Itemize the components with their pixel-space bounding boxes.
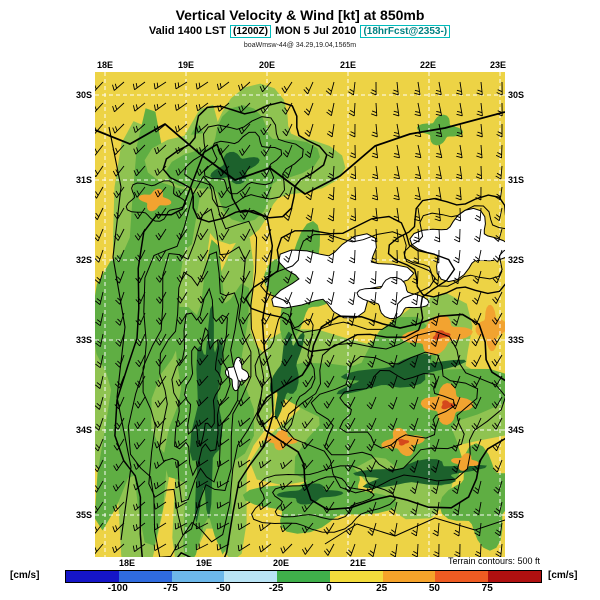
velocity-fill-layer xyxy=(95,72,505,557)
axis-tick-right: 34S xyxy=(508,425,525,435)
axis-tick-bottom: 20E xyxy=(272,558,290,568)
wind-barb-layer xyxy=(95,81,503,557)
colorbar-segment xyxy=(66,571,119,582)
axis-tick-top: 21E xyxy=(339,60,357,70)
valid-line: Valid 1400 LST (1200Z) MON 5 Jul 2010 (1… xyxy=(0,25,600,38)
axis-tick-left: 35S xyxy=(75,510,92,520)
colorbar xyxy=(65,570,542,583)
axis-tick-bottom: 19E xyxy=(195,558,213,568)
axis-tick-top: 19E xyxy=(177,60,195,70)
axis-tick-bottom: 21E xyxy=(349,558,367,568)
colorbar-tick-label: -75 xyxy=(163,583,178,594)
colorbar-segment xyxy=(435,571,489,582)
axis-tick-top: 18E xyxy=(96,60,114,70)
colorbar-segment xyxy=(118,571,172,582)
axis-tick-left: 31S xyxy=(75,175,92,185)
colorbar-segment xyxy=(488,571,542,582)
axis-tick-top: 23E xyxy=(489,60,507,70)
terrain-contour-note: Terrain contours: 500 ft xyxy=(447,556,540,566)
chart-title: Vertical Velocity & Wind [kt] at 850mb xyxy=(175,7,425,23)
colorbar-unit-right: [cm/s] xyxy=(548,570,578,581)
colorbar-segment xyxy=(277,571,330,582)
axis-tick-left: 32S xyxy=(75,255,92,265)
axis-tick-right: 31S xyxy=(508,175,525,185)
colorbar-segment xyxy=(224,571,278,582)
latlon-grid-layer xyxy=(95,72,505,557)
valid-date-label: MON 5 Jul 2010 xyxy=(275,25,357,37)
valid-prefix-label: Valid 1400 LST xyxy=(148,25,226,37)
map-area xyxy=(95,72,505,557)
map-plot xyxy=(95,72,505,557)
colorbar-segment xyxy=(171,571,225,582)
colorbar-tick-label: -50 xyxy=(216,583,231,594)
axis-tick-right: 33S xyxy=(508,335,525,345)
axis-tick-left: 30S xyxy=(75,90,92,100)
colorbar-tick-label: -100 xyxy=(107,583,128,594)
colorbar-segment xyxy=(382,571,436,582)
forecast-hour-badge: (18hrFcst@2353-) xyxy=(360,25,451,38)
init-time-badge: (1200Z) xyxy=(229,25,271,38)
axis-tick-right: 32S xyxy=(508,255,525,265)
colorbar-segment xyxy=(329,571,383,582)
colorbar-tick-label: 0 xyxy=(326,583,332,594)
colorbar-unit-left: [cm/s] xyxy=(10,570,40,581)
model-info-label: boaWmsw-44@ 34.29,19.04,1565m xyxy=(243,42,357,49)
colorbar-tick-label: 25 xyxy=(376,583,388,594)
axis-tick-bottom: 18E xyxy=(118,558,136,568)
axis-tick-left: 34S xyxy=(75,425,92,435)
colorbar-tick-label: 50 xyxy=(428,583,440,594)
colorbar-tick-label: -25 xyxy=(268,583,284,594)
axis-tick-left: 33S xyxy=(75,335,92,345)
axis-tick-right: 35S xyxy=(508,510,525,520)
colorbar-tick-label: 75 xyxy=(481,583,493,594)
axis-tick-right: 30S xyxy=(508,90,525,100)
axis-tick-top: 20E xyxy=(258,60,276,70)
axis-tick-top: 22E xyxy=(419,60,437,70)
terrain-contour-layer xyxy=(95,101,505,557)
